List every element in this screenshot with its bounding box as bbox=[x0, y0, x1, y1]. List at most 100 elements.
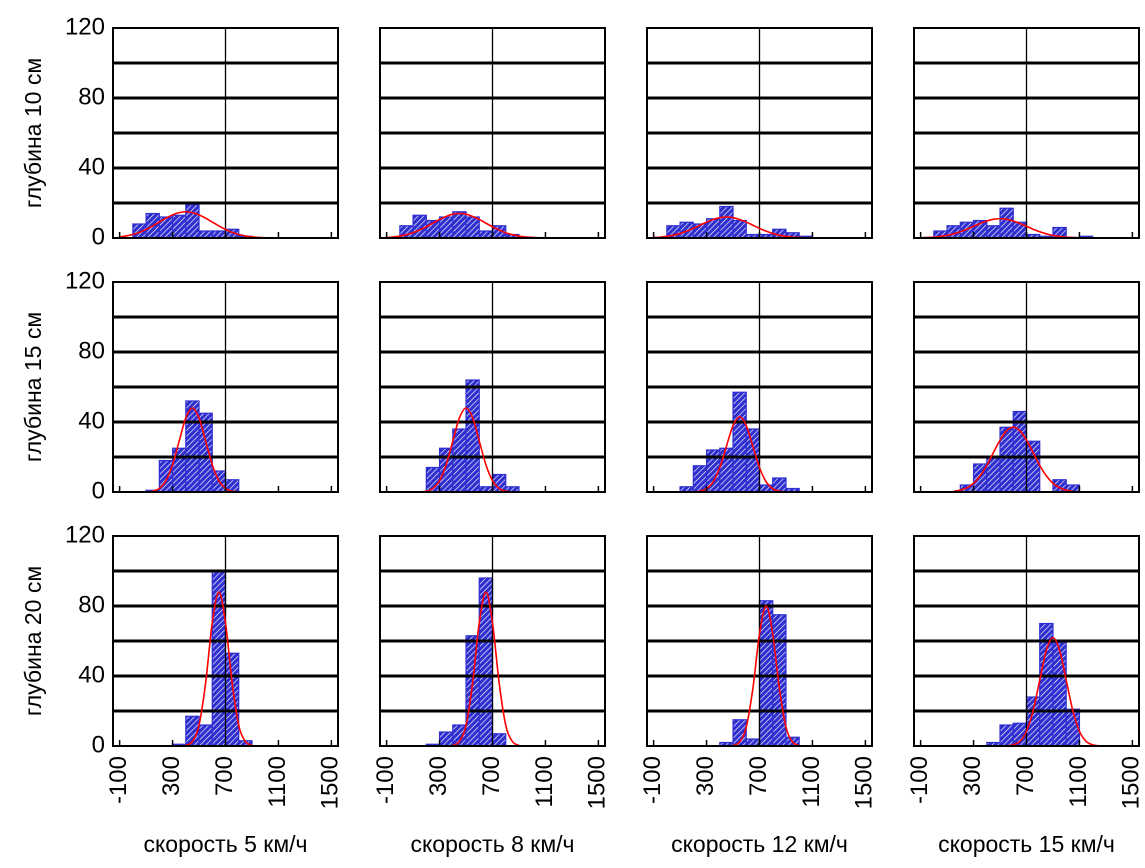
y-tick-label: 40 bbox=[78, 153, 105, 180]
panel: 0 40 80 120 -100 300 700 1100 1500 bbox=[65, 521, 344, 809]
panel-frame bbox=[913, 535, 1140, 747]
panel-frame bbox=[379, 27, 606, 239]
fit-curve bbox=[452, 591, 520, 747]
bar bbox=[986, 225, 1001, 239]
bar bbox=[692, 465, 708, 493]
x-tick-label: 1500 bbox=[1118, 756, 1145, 809]
x-tick-label: 1500 bbox=[584, 756, 611, 809]
bar bbox=[198, 724, 213, 747]
y-tick-label: 120 bbox=[65, 13, 105, 40]
x-tick-label: -100 bbox=[639, 756, 666, 804]
panel-frame bbox=[379, 535, 606, 747]
bar bbox=[478, 230, 494, 239]
bar bbox=[185, 204, 200, 239]
x-tick-label: 300 bbox=[959, 756, 986, 796]
panel-frame bbox=[646, 281, 873, 493]
bar bbox=[959, 221, 975, 239]
x-tick-label: 700 bbox=[478, 756, 505, 796]
fit-curve bbox=[119, 210, 266, 239]
bar bbox=[438, 447, 454, 493]
bar bbox=[999, 207, 1014, 239]
bar bbox=[412, 214, 427, 239]
bar bbox=[171, 447, 187, 493]
x-tick-label: 1100 bbox=[264, 756, 291, 808]
bar bbox=[465, 216, 480, 239]
panel-frame bbox=[913, 281, 1140, 493]
bar bbox=[719, 447, 734, 493]
bar bbox=[758, 484, 774, 493]
bar bbox=[772, 614, 787, 747]
x-tick-label: 1500 bbox=[851, 756, 878, 809]
panel bbox=[913, 27, 1140, 239]
fit-curve bbox=[920, 217, 1080, 239]
bar bbox=[452, 211, 467, 239]
x-tick-label: -100 bbox=[105, 756, 132, 804]
bar bbox=[211, 230, 227, 239]
x-tick-label: 300 bbox=[692, 756, 719, 796]
panel-frame bbox=[112, 535, 339, 747]
panel-frame bbox=[379, 281, 606, 493]
fit-curve bbox=[1006, 636, 1100, 747]
x-tick-label: -100 bbox=[372, 756, 399, 804]
bar bbox=[491, 733, 507, 747]
fit-curve bbox=[732, 605, 800, 747]
panel: 0 40 80 120 bbox=[65, 267, 339, 504]
x-tick-label: 1100 bbox=[798, 756, 825, 808]
row-label: глубина 15 см bbox=[20, 312, 46, 462]
fit-curve bbox=[386, 212, 539, 239]
panel bbox=[646, 281, 873, 493]
y-tick-label: 0 bbox=[92, 223, 105, 250]
bar bbox=[171, 214, 187, 239]
y-tick-label: 120 bbox=[65, 521, 105, 548]
bar bbox=[211, 570, 227, 747]
panel bbox=[379, 27, 606, 239]
x-tick-label: 700 bbox=[1012, 756, 1039, 796]
x-tick-label: 1100 bbox=[531, 756, 558, 808]
bar bbox=[745, 738, 761, 747]
y-tick-label: 80 bbox=[78, 337, 105, 364]
bar bbox=[478, 577, 494, 747]
bar bbox=[465, 635, 480, 747]
column-label: скорость 12 км/ч bbox=[671, 831, 848, 857]
row-label: глубина 10 см bbox=[20, 58, 46, 208]
bar bbox=[224, 652, 240, 747]
panel: -100 300 700 1100 1500 bbox=[639, 535, 878, 809]
y-tick-label: 40 bbox=[78, 407, 105, 434]
panel: -100 300 700 1100 1500 bbox=[372, 535, 611, 809]
y-tick-label: 40 bbox=[78, 661, 105, 688]
x-tick-label: 300 bbox=[158, 756, 185, 796]
bar bbox=[1012, 410, 1028, 493]
x-tick-label: 1100 bbox=[1065, 756, 1092, 808]
panel: -100 300 700 1100 1500 bbox=[906, 535, 1145, 809]
bar bbox=[1025, 440, 1041, 493]
panel: 0 40 80 120 bbox=[65, 13, 339, 250]
bar bbox=[1025, 696, 1041, 747]
panel bbox=[913, 281, 1140, 493]
bar bbox=[732, 219, 747, 239]
y-tick-label: 80 bbox=[78, 591, 105, 618]
fit-curve bbox=[185, 591, 253, 747]
fit-curve bbox=[419, 407, 513, 493]
bar bbox=[719, 205, 734, 239]
panel-frame bbox=[646, 535, 873, 747]
fit-curve bbox=[953, 426, 1073, 493]
x-tick-label: -100 bbox=[906, 756, 933, 804]
fit-curve bbox=[653, 216, 806, 239]
panel bbox=[646, 27, 873, 239]
bar bbox=[1052, 642, 1067, 747]
x-tick-label: 300 bbox=[425, 756, 452, 796]
bar bbox=[732, 391, 747, 493]
y-tick-label: 120 bbox=[65, 267, 105, 294]
fit-curve bbox=[146, 407, 239, 493]
bar bbox=[452, 724, 467, 747]
x-tick-label: 700 bbox=[745, 756, 772, 796]
panel-frame bbox=[112, 27, 339, 239]
bar bbox=[438, 731, 454, 747]
panel-frame bbox=[913, 27, 1140, 239]
y-tick-label: 0 bbox=[92, 731, 105, 758]
x-tick-label: 1500 bbox=[317, 756, 344, 809]
y-tick-label: 80 bbox=[78, 83, 105, 110]
panel-frame bbox=[646, 27, 873, 239]
